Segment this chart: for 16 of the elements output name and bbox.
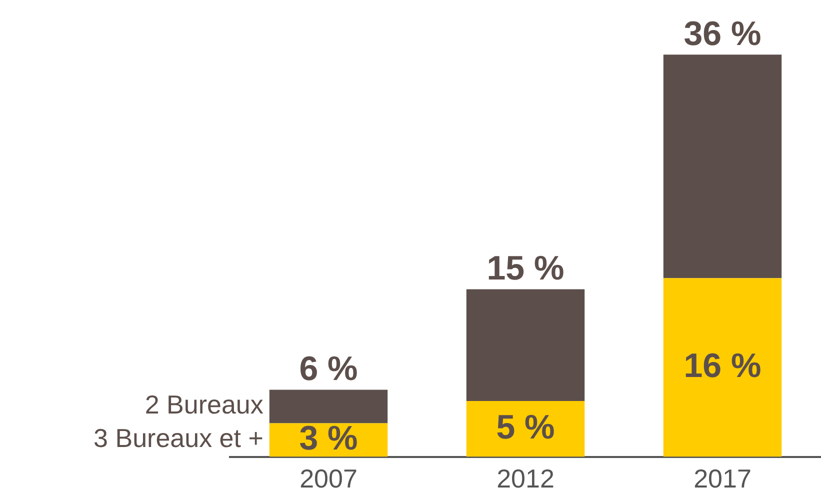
total-label: 15 % <box>486 250 564 288</box>
data-label: 16 % <box>684 346 762 385</box>
x-tick-label: 2012 <box>496 464 554 494</box>
series-label: 2 Bureaux <box>144 390 264 420</box>
data-label: 3 % <box>299 419 358 458</box>
bar <box>269 390 388 424</box>
bar <box>466 289 585 401</box>
bar <box>663 54 782 278</box>
data-label: 5 % <box>496 408 555 446</box>
total-label: 6 % <box>299 350 358 388</box>
x-tick-label: 2007 <box>300 464 358 494</box>
bar <box>466 400 585 457</box>
bar <box>663 278 782 457</box>
series-label: 3 Bureaux et + <box>94 423 264 454</box>
total-label: 36 % <box>684 15 762 54</box>
x-tick-label: 2017 <box>694 464 752 494</box>
